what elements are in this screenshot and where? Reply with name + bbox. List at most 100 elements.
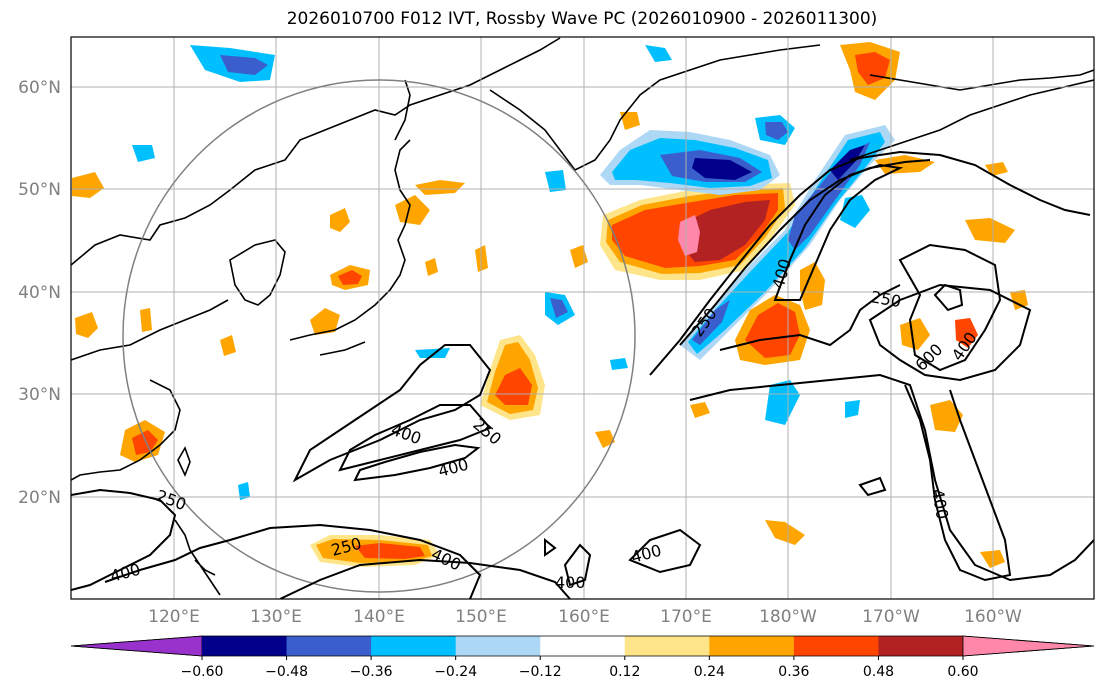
- ivt-contour-250: [719, 284, 901, 351]
- positive-anomaly-region: [75, 312, 98, 338]
- negative-anomaly-region: [765, 122, 788, 140]
- negative-anomaly-region: [692, 300, 730, 345]
- coastline-alaska: [849, 69, 1094, 161]
- positive-anomaly-region: [140, 308, 152, 332]
- colorbar-tick-label: −0.48: [265, 664, 308, 680]
- ivt-contour-250: [689, 373, 1094, 582]
- negative-anomaly-region: [220, 55, 268, 75]
- lon-tick-label: 170°E: [660, 607, 712, 627]
- negative-anomaly-region: [238, 482, 250, 500]
- positive-anomaly-region: [72, 172, 104, 198]
- positive-anomaly-region: [955, 318, 978, 348]
- negative-anomaly-region: [788, 142, 870, 250]
- positive-anomaly-region: [930, 400, 963, 432]
- colorbar-segment: [878, 636, 964, 656]
- ivt-contours: [71, 150, 1094, 599]
- negative-anomaly-region: [545, 170, 566, 192]
- positive-anomaly-region: [132, 430, 158, 455]
- coastline-asia: [71, 37, 561, 266]
- lat-tick-label: 40°N: [18, 283, 61, 303]
- map-title: 2026010700 F012 IVT, Rossby Wave PC (202…: [286, 9, 878, 29]
- positive-anomaly-region: [985, 162, 1008, 176]
- positive-anomaly-region: [800, 262, 825, 310]
- colorbar-tick-label: 0.60: [947, 664, 978, 680]
- positive-anomaly-region: [745, 303, 800, 358]
- ivt-contour-400: [773, 163, 904, 301]
- ivt-contour-250: [858, 476, 887, 497]
- lat-tick-label: 20°N: [18, 488, 61, 508]
- coastline-kamchatka: [489, 44, 821, 172]
- colorbar-segment: [286, 636, 372, 656]
- positive-anomaly-region: [330, 208, 350, 232]
- ivt-contour-400: [679, 159, 931, 346]
- pc-shading-layer: [72, 42, 1028, 568]
- colorbar-extend-min: [70, 635, 203, 657]
- colorbar-tick-label: −0.12: [519, 664, 562, 680]
- lon-axis: 120°E 130°E 140°E 150°E 160°E 170°E 180°…: [148, 607, 1022, 627]
- positive-anomaly-region: [900, 318, 930, 350]
- ivt-contour-400: [628, 528, 702, 574]
- positive-anomaly-region: [620, 112, 640, 130]
- positive-anomaly-region: [765, 520, 805, 545]
- lon-tick-label: 170°W: [862, 607, 920, 627]
- negative-anomaly-region: [132, 145, 155, 162]
- colorbar-tick-label: −0.60: [181, 664, 224, 680]
- colorbar-tick-label: 0.12: [609, 664, 640, 680]
- positive-anomaly-region: [355, 543, 425, 559]
- lon-tick-label: 120°E: [148, 607, 200, 627]
- ivt-contour-400: [104, 523, 482, 599]
- coastline-layer: [71, 37, 1094, 596]
- ivt-contour-250: [279, 558, 571, 599]
- ivt-contour-400: [898, 243, 1002, 372]
- ivt-contour-400: [353, 443, 481, 482]
- colorbar-segment: [202, 636, 288, 656]
- positive-anomaly-region: [1010, 290, 1028, 310]
- coastline-japan: [289, 139, 411, 356]
- positive-anomaly-region: [680, 200, 770, 262]
- positive-anomaly-region: [415, 180, 465, 195]
- colorbar: −0.60 −0.48 −0.36 −0.24 −0.12 0.12 0.24 0.36 0.4…: [70, 635, 1095, 680]
- colorbar-segment: [793, 636, 879, 656]
- ivt-contour-250: [71, 488, 177, 591]
- positive-anomaly-region: [425, 258, 438, 276]
- colorbar-tick-label: −0.24: [434, 664, 477, 680]
- ivt-contour-250: [292, 344, 492, 483]
- ivt-contour-250: [868, 283, 1032, 382]
- colorbar-segment: [709, 636, 795, 656]
- positive-anomaly-region: [690, 402, 710, 418]
- positive-anomaly-region: [395, 195, 430, 225]
- positive-anomaly-region: [220, 335, 236, 356]
- colorbar-tick-label: 0.48: [863, 664, 894, 680]
- lon-tick-label: 150°E: [455, 607, 507, 627]
- negative-anomaly-region: [765, 380, 800, 425]
- coastline-china-east: [71, 299, 229, 481]
- colorbar-segment: [371, 636, 457, 656]
- positive-anomaly-region: [495, 368, 532, 405]
- colorbar-tick-label: 0.36: [778, 664, 809, 680]
- positive-anomaly-region: [965, 218, 1015, 243]
- reference-circle: [122, 79, 636, 593]
- positive-anomaly-region: [595, 430, 615, 448]
- negative-anomaly-region: [415, 348, 450, 358]
- colorbar-extend-max: [962, 635, 1095, 657]
- map-frame: [70, 36, 1095, 600]
- negative-anomaly-region: [645, 45, 672, 62]
- negative-anomaly-region: [692, 158, 752, 180]
- ivt-contour-250: [649, 150, 1091, 376]
- lon-tick-label: 180°W: [759, 607, 817, 627]
- ivt-contour-400: [338, 404, 492, 472]
- colorbar-segment: [624, 636, 710, 656]
- lon-tick-label: 160°E: [558, 607, 610, 627]
- lat-tick-label: 50°N: [18, 180, 61, 200]
- colorbar-segment: [540, 636, 626, 656]
- colorbar-ticks: −0.60 −0.48 −0.36 −0.24 −0.12 0.12 0.24 0.36 0.4…: [181, 656, 979, 680]
- positive-anomaly-region: [338, 270, 362, 285]
- map-background: [71, 37, 1094, 599]
- positive-anomaly-region: [678, 215, 700, 256]
- coastline-philippines: [174, 519, 221, 596]
- colorbar-tick-label: −0.36: [350, 664, 393, 680]
- positive-anomaly-region: [875, 155, 935, 174]
- negative-anomaly-region: [610, 358, 628, 370]
- lat-tick-label: 30°N: [18, 385, 61, 405]
